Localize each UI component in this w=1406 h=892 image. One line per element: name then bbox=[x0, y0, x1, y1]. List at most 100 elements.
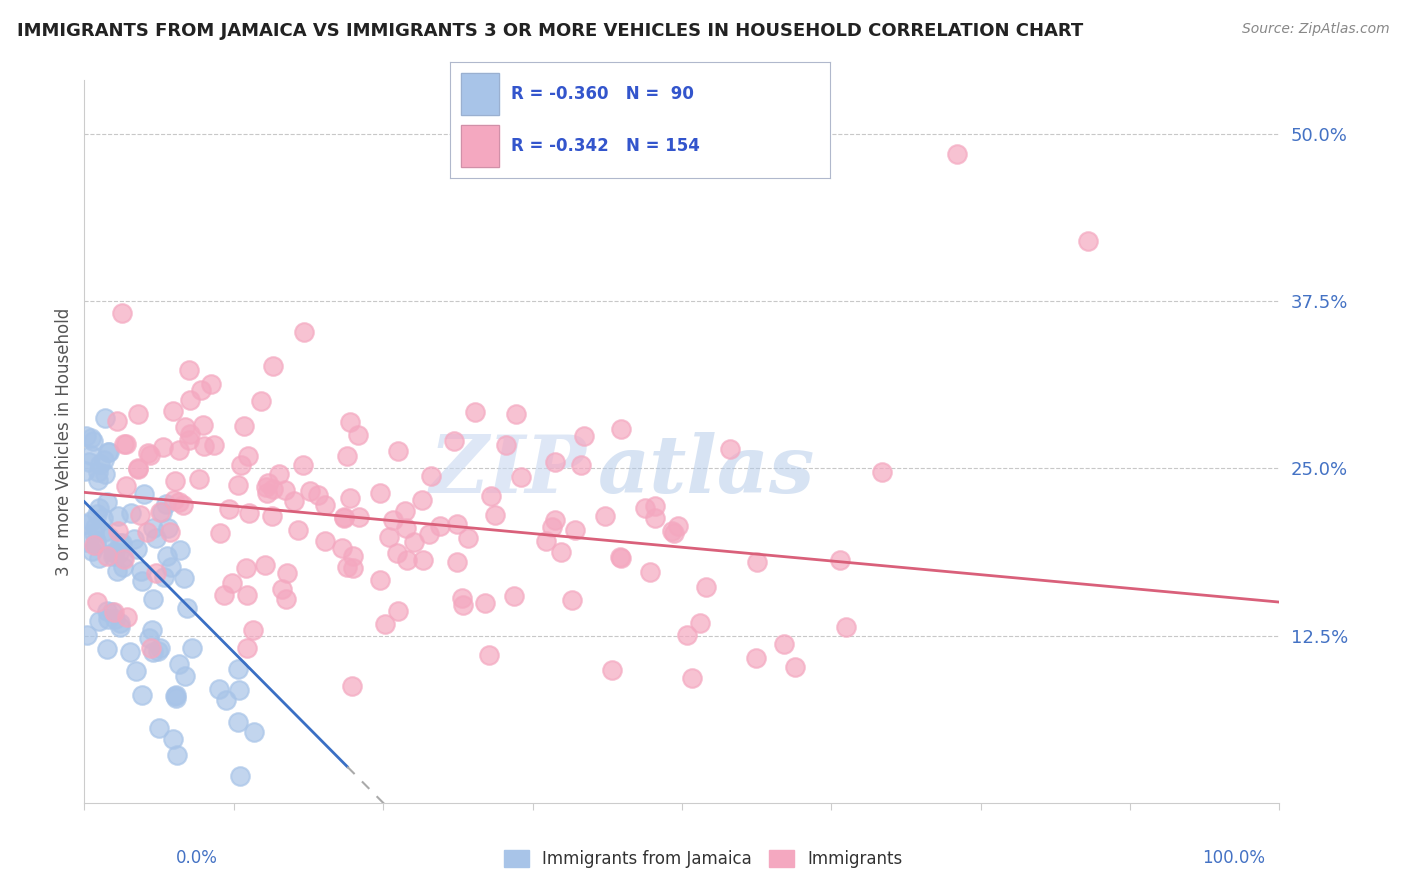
Point bbox=[232, 419, 254, 434]
Point bbox=[695, 580, 717, 594]
Point bbox=[676, 628, 699, 642]
Point bbox=[87, 500, 110, 515]
Point bbox=[689, 615, 711, 630]
Point bbox=[229, 769, 252, 783]
Point bbox=[96, 604, 118, 618]
Point bbox=[148, 644, 170, 658]
Point bbox=[610, 551, 633, 566]
Point bbox=[122, 533, 145, 547]
Point bbox=[76, 535, 98, 549]
Point bbox=[159, 525, 181, 540]
Y-axis label: 3 or more Vehicles in Household: 3 or more Vehicles in Household bbox=[55, 308, 73, 575]
Text: 100.0%: 100.0% bbox=[1202, 849, 1265, 867]
Point bbox=[276, 566, 298, 581]
Point bbox=[208, 682, 231, 697]
Point bbox=[307, 488, 329, 502]
Point bbox=[330, 541, 353, 555]
Point bbox=[149, 640, 172, 655]
Point bbox=[378, 530, 401, 544]
Point bbox=[661, 524, 683, 539]
Point bbox=[221, 576, 243, 591]
Point bbox=[262, 483, 284, 497]
Point bbox=[167, 442, 190, 457]
Point bbox=[181, 641, 204, 656]
Point bbox=[129, 564, 152, 578]
Point bbox=[169, 495, 191, 509]
Point bbox=[333, 510, 356, 524]
Point bbox=[179, 393, 201, 408]
Point bbox=[165, 691, 187, 706]
Point bbox=[145, 531, 167, 545]
Point bbox=[166, 748, 188, 763]
Point bbox=[745, 650, 768, 665]
Point bbox=[165, 688, 187, 702]
Point bbox=[136, 445, 159, 459]
Point bbox=[600, 663, 623, 677]
Point bbox=[446, 556, 468, 570]
Point bbox=[412, 553, 434, 567]
Point bbox=[534, 534, 557, 549]
Point bbox=[176, 601, 198, 615]
Point bbox=[253, 558, 276, 573]
Point bbox=[478, 648, 501, 663]
Point bbox=[411, 493, 433, 508]
Point bbox=[292, 326, 315, 340]
Point bbox=[114, 436, 136, 450]
Point bbox=[141, 624, 163, 638]
Text: R = -0.360   N =  90: R = -0.360 N = 90 bbox=[510, 85, 693, 103]
Point bbox=[564, 523, 586, 537]
Point bbox=[75, 428, 97, 442]
Text: IMMIGRANTS FROM JAMAICA VS IMMIGRANTS 3 OR MORE VEHICLES IN HOUSEHOLD CORRELATIO: IMMIGRANTS FROM JAMAICA VS IMMIGRANTS 3 … bbox=[17, 22, 1083, 40]
Point bbox=[453, 598, 475, 612]
Point bbox=[335, 449, 357, 463]
Point bbox=[153, 569, 176, 583]
Point bbox=[228, 682, 250, 697]
Point bbox=[250, 393, 273, 408]
Point bbox=[339, 491, 361, 505]
Point bbox=[666, 519, 689, 533]
Point bbox=[108, 620, 131, 634]
Bar bbox=[461, 73, 499, 114]
Point bbox=[127, 461, 149, 475]
Text: atlas: atlas bbox=[599, 432, 815, 509]
Point bbox=[274, 483, 297, 498]
Point bbox=[349, 510, 371, 524]
Point bbox=[231, 458, 253, 473]
Point bbox=[149, 505, 172, 519]
Point bbox=[107, 509, 129, 524]
Point bbox=[101, 549, 124, 563]
Point bbox=[150, 505, 173, 519]
Point bbox=[84, 520, 107, 534]
Point bbox=[111, 550, 134, 565]
Point bbox=[103, 545, 125, 559]
Point bbox=[84, 538, 107, 552]
Text: Source: ZipAtlas.com: Source: ZipAtlas.com bbox=[1241, 22, 1389, 37]
Point bbox=[569, 458, 592, 472]
Point bbox=[76, 628, 98, 642]
Point bbox=[73, 516, 96, 531]
Point bbox=[86, 507, 108, 521]
Point bbox=[218, 501, 240, 516]
Point bbox=[179, 427, 201, 442]
Point bbox=[505, 407, 527, 421]
Point bbox=[474, 597, 496, 611]
Point bbox=[104, 612, 127, 626]
Point bbox=[96, 494, 118, 508]
Point bbox=[368, 573, 391, 587]
Point bbox=[339, 415, 361, 429]
Point bbox=[115, 610, 138, 624]
Point bbox=[382, 513, 405, 527]
Point bbox=[370, 485, 392, 500]
Point bbox=[142, 645, 165, 659]
Point bbox=[87, 614, 110, 628]
Point bbox=[142, 520, 165, 534]
Point bbox=[86, 595, 108, 609]
Point bbox=[73, 464, 96, 478]
Point bbox=[98, 445, 121, 459]
Point bbox=[457, 531, 479, 545]
Bar bbox=[461, 125, 499, 167]
Point bbox=[80, 514, 103, 528]
Point bbox=[314, 534, 336, 549]
Point bbox=[200, 376, 222, 391]
Point bbox=[127, 542, 149, 557]
